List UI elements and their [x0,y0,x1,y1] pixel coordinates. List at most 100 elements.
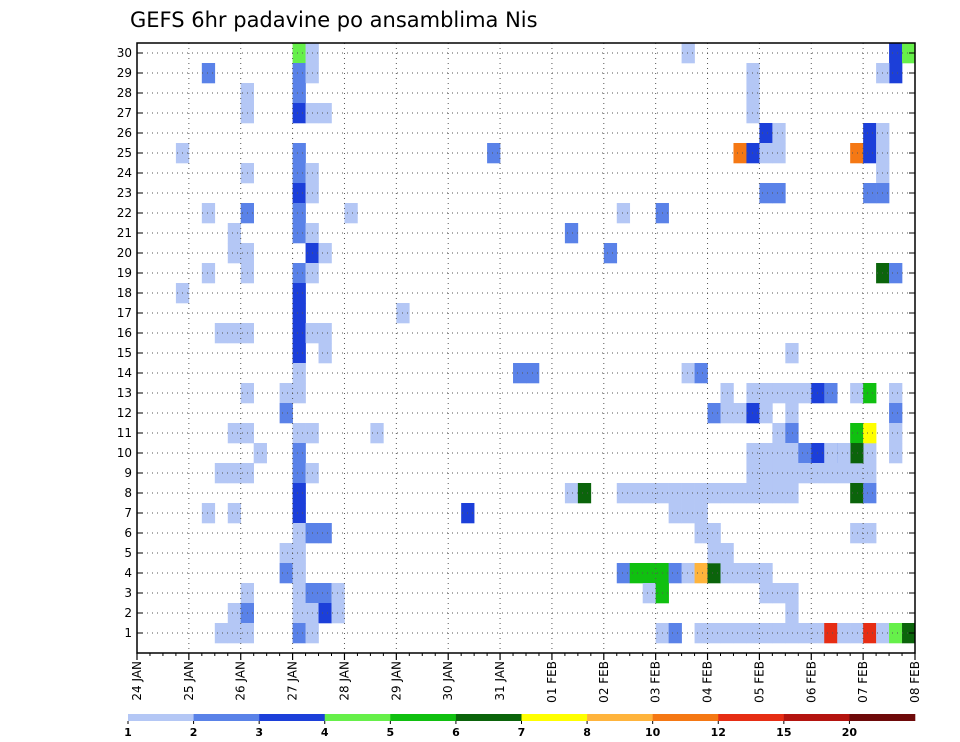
colorbar-swatch [587,714,653,721]
heatmap-cell [746,83,760,104]
heatmap-cell [681,363,695,384]
x-tick-label: 07 FEB [856,661,870,703]
heatmap-cell [863,623,877,644]
heatmap-cell [759,383,773,404]
heatmap-cell [227,243,242,264]
heatmap-cell [889,383,903,404]
heatmap-cell [824,623,838,644]
heatmap-cell [707,483,721,504]
heatmap-cell [733,483,747,504]
heatmap-cell [694,483,708,504]
heatmap-cell [759,563,773,584]
heatmap-cell [746,443,760,464]
colorbar-swatch [259,714,326,721]
heatmap-cell [344,203,358,224]
y-tick-label: 7 [124,506,132,520]
heatmap-cell [902,623,916,644]
heatmap-cell [733,623,747,644]
heatmap-cell [863,523,877,544]
heatmap-cell [746,63,760,84]
heatmap-cell [201,63,216,84]
colorbar-label: 12 [711,726,726,739]
heatmap-cells [175,43,916,644]
heatmap-cell [889,263,903,284]
y-tick-label: 30 [117,46,132,60]
y-tick-label: 26 [117,126,132,140]
heatmap-cell [746,483,760,504]
y-tick-label: 14 [117,366,132,380]
x-tick-label: 25 JAN [182,661,196,701]
y-tick-label: 1 [124,626,132,640]
heatmap-cell [292,603,306,624]
y-tick-label: 18 [117,286,132,300]
heatmap-cell [668,563,682,584]
heatmap-cell [746,103,760,124]
heatmap-cell [292,623,306,644]
heatmap-cell [759,123,773,144]
heatmap-cell [681,483,695,504]
heatmap-cell [850,523,864,544]
heatmap-cell [785,483,799,504]
heatmap-cell [772,143,786,164]
chart-title: GEFS 6hr padavine po ansamblima Nis [130,8,538,32]
heatmap-cell [889,423,903,444]
y-tick-label: 3 [124,586,132,600]
heatmap-cell [616,563,631,584]
colorbar-swatch [783,714,850,721]
colorbar-label: 1 [124,726,132,739]
heatmap-cell [785,383,799,404]
heatmap-cell [292,83,306,104]
heatmap-cell [564,483,579,504]
y-tick-label: 16 [117,326,132,340]
y-tick-label: 10 [117,446,132,460]
heatmap-cell [863,443,877,464]
heatmap-cell [863,123,877,144]
heatmap-cell [759,463,773,484]
heatmap-cell [863,423,877,444]
colorbar-swatch [521,714,588,721]
colorbar-label: 3 [255,726,263,739]
x-tick-label: 04 FEB [701,661,715,703]
heatmap-cell [785,603,799,624]
colorbar-label: 7 [518,726,526,739]
heatmap-cell [292,543,306,564]
heatmap-cell [629,483,643,504]
y-tick-label: 25 [117,146,132,160]
y-tick-label: 24 [117,166,132,180]
heatmap-cell [603,243,618,264]
x-tick-label: 24 JAN [130,661,144,701]
heatmap-cell [292,263,306,284]
heatmap-cell [694,503,708,524]
y-tick-label: 20 [117,246,132,260]
heatmap-cell [902,43,916,64]
heatmap-cell [292,523,306,544]
y-tick-label: 21 [117,226,132,240]
heatmap-cell [889,443,903,464]
heatmap-cell [746,403,760,424]
y-tick-label: 5 [124,546,132,560]
heatmap-cell [707,623,721,644]
y-tick-label: 9 [124,466,132,480]
y-tick-label: 22 [117,206,132,220]
x-tick-label: 05 FEB [752,661,766,703]
heatmap-cell [850,623,864,644]
colorbar-swatch [390,714,457,721]
heatmap-cell [850,483,864,504]
colorbar-swatch [718,714,785,721]
heatmap-cell [292,503,306,524]
heatmap-cell [642,583,656,604]
y-tick-label: 29 [117,66,132,80]
heatmap-cell [759,443,773,464]
heatmap-cell [318,583,332,604]
heatmap-cell [253,443,267,464]
heatmap-cell [850,383,864,404]
heatmap-cell [629,563,643,584]
heatmap-cell [681,43,695,64]
colorbar: 1 2 3 4 5 6 7 8 10 12 15 20 [124,714,916,739]
heatmap-cell [889,403,903,424]
heatmap-cell [746,563,760,584]
colorbar-swatch [193,714,260,721]
heatmap-cell [785,623,799,644]
y-tick-label: 19 [117,266,132,280]
